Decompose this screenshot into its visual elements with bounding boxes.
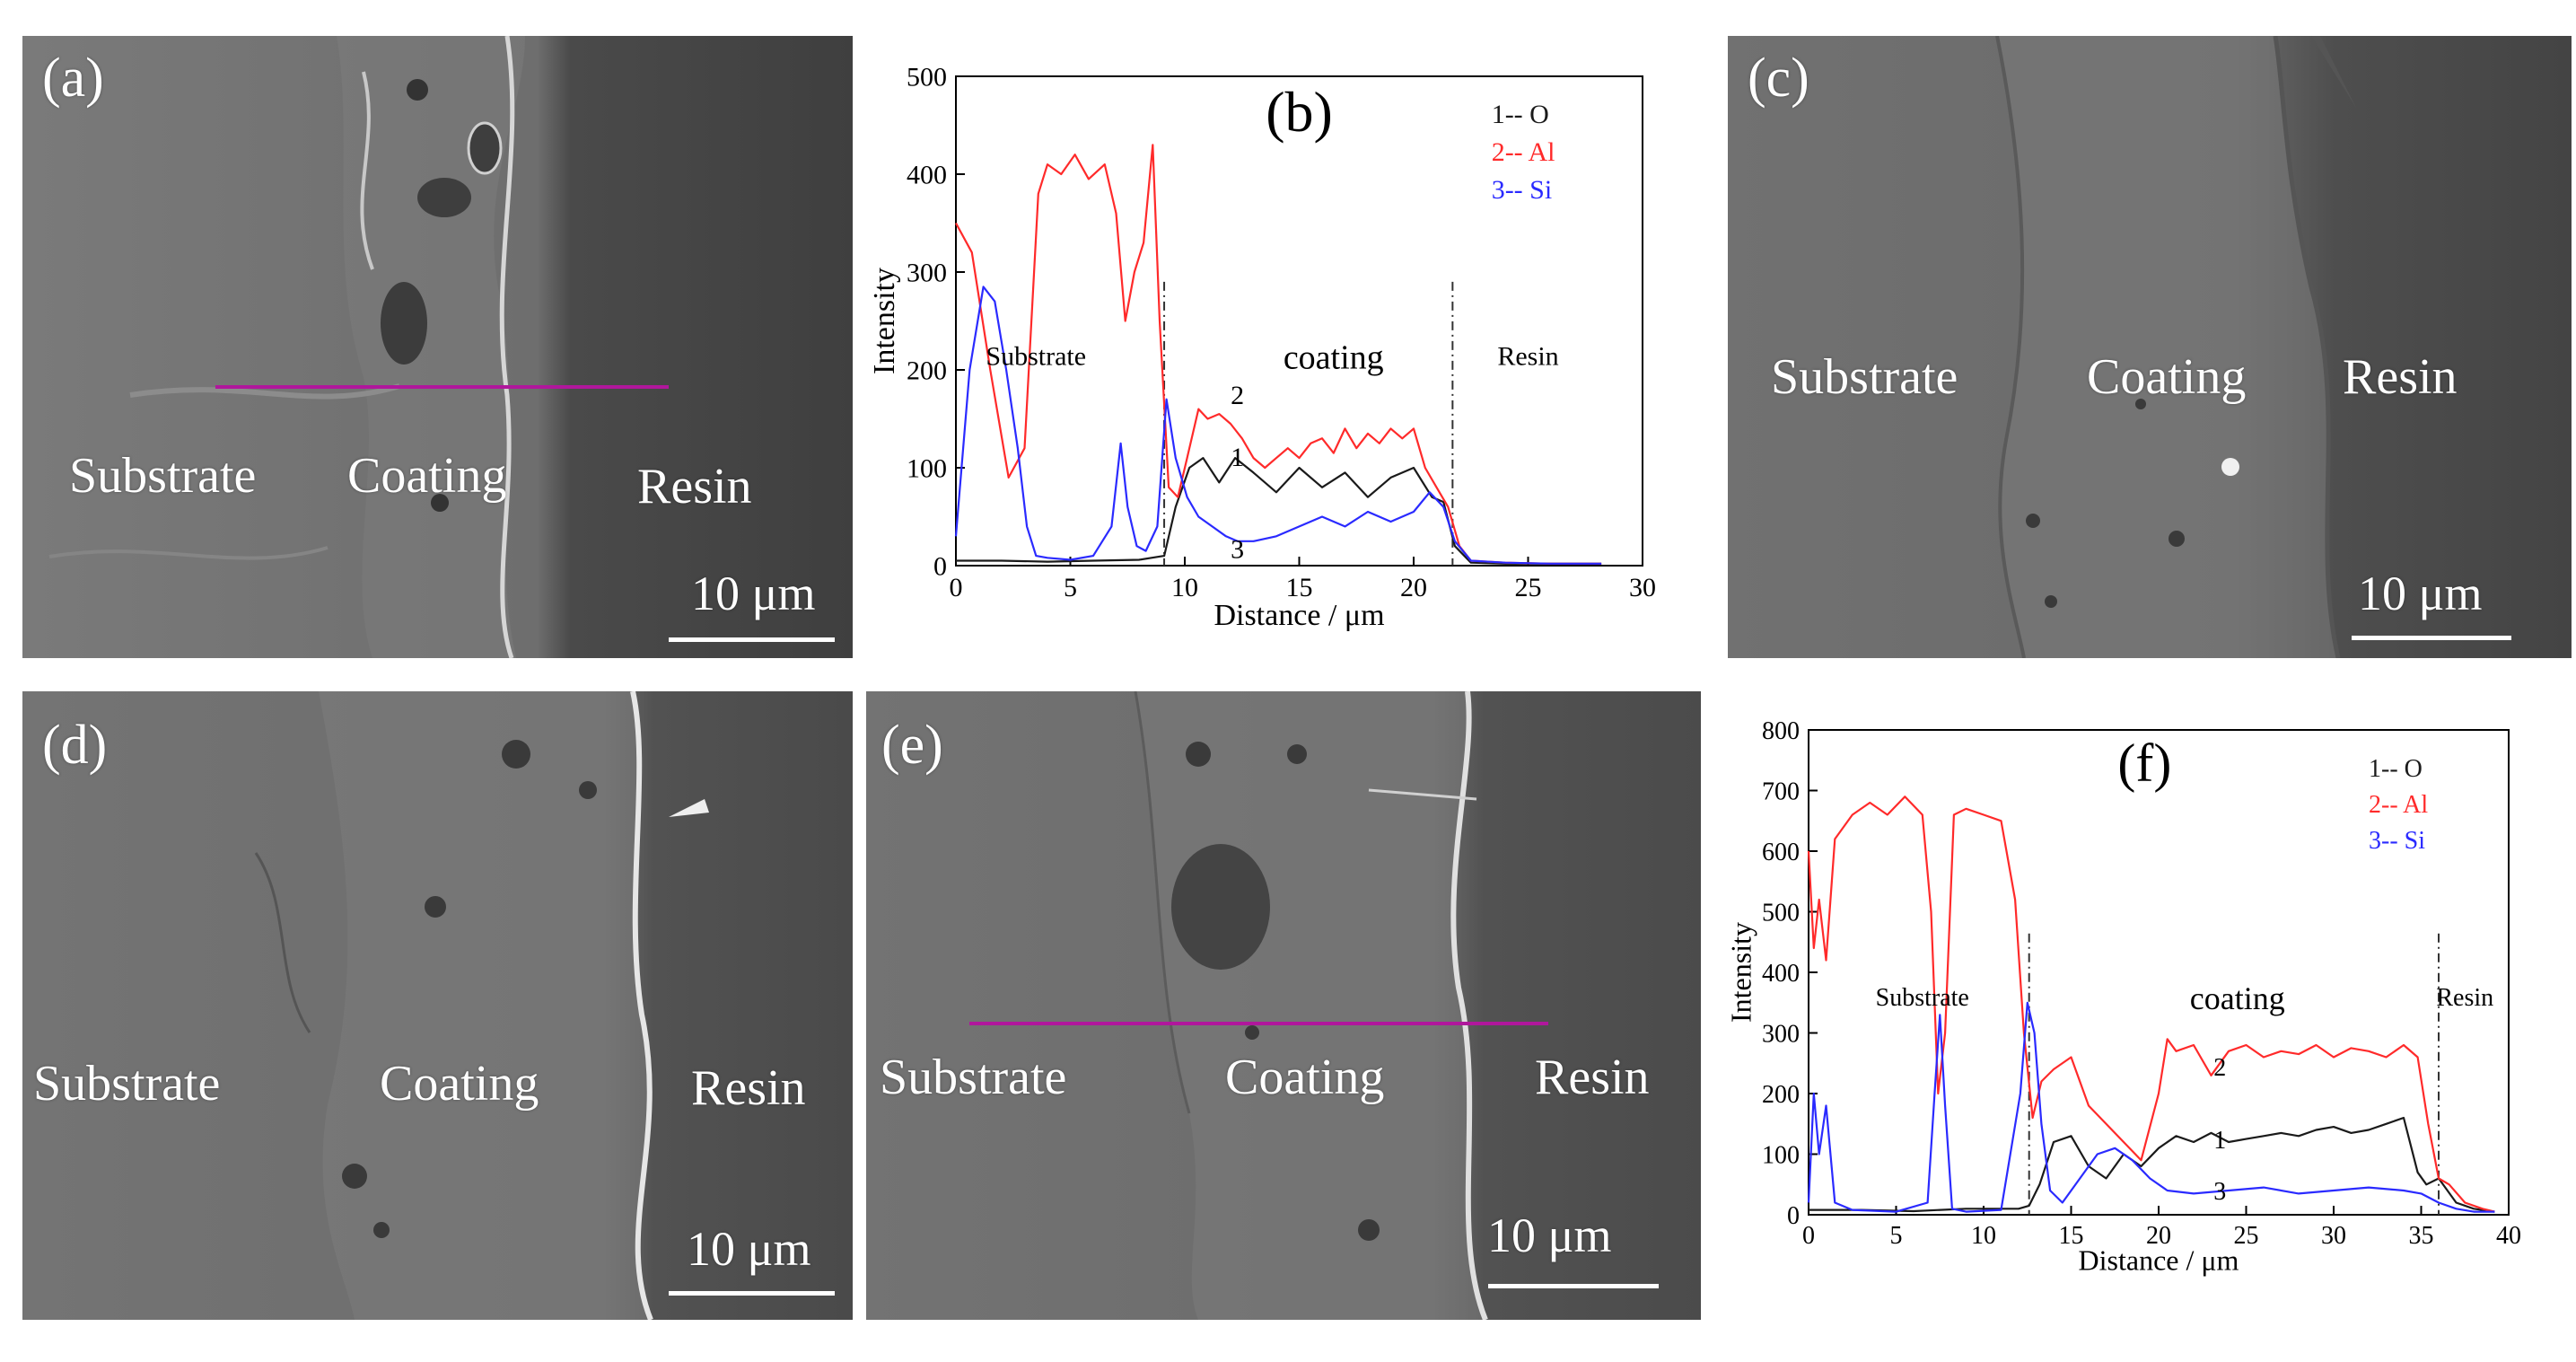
- x-tick-label: 10: [1171, 573, 1198, 602]
- curve-label: 3: [2213, 1178, 2226, 1206]
- region-label-resin: Resin: [2436, 984, 2493, 1012]
- region-label-coating: Coating: [347, 448, 507, 504]
- region-label-resin: Resin: [2343, 349, 2458, 405]
- y-axis-label: Intensity: [1725, 922, 1757, 1023]
- x-axis-label: Distance / μm: [2079, 1244, 2239, 1277]
- region-label-coating: Coating: [380, 1056, 539, 1112]
- curve-label: 3: [1231, 534, 1244, 564]
- y-tick-label: 800: [1762, 717, 1800, 745]
- series-line-Al: [955, 144, 1602, 565]
- legend-entry: 1-- O: [2369, 755, 2423, 783]
- region-label-substrate: Substrate: [1771, 349, 1958, 405]
- series-line-O: [1809, 1116, 2495, 1213]
- x-tick-label: 0: [1802, 1222, 1815, 1250]
- region-label-substrate: Substrate: [1876, 984, 1969, 1012]
- sem-texture-c: [1728, 36, 2572, 658]
- y-tick-label: 0: [933, 552, 947, 582]
- y-tick-label: 700: [1762, 778, 1800, 805]
- x-tick-label: 35: [2409, 1222, 2434, 1250]
- scale-bar: [1488, 1284, 1659, 1288]
- y-tick-label: 300: [907, 259, 947, 288]
- curve-label: 1: [2213, 1127, 2226, 1155]
- y-tick-label: 300: [1762, 1020, 1800, 1048]
- scale-bar-label: 10 μm: [2358, 567, 2483, 620]
- line-chart-f: 0 5 10 15 20 25 30 35 40010020030040050060070080…: [1725, 717, 2521, 1277]
- y-tick-label: 600: [1762, 839, 1800, 866]
- x-tick-label: 5: [1064, 573, 1077, 602]
- line-scan-marker-a: [215, 385, 669, 389]
- scale-bar-label: 10 μm: [1487, 1208, 1612, 1262]
- legend-entry: 1-- O: [1492, 100, 1549, 129]
- region-label-resin: Resin: [1535, 1050, 1650, 1105]
- sem-panel-c: (c) Substrate Coating Resin 10 μm: [1728, 36, 2572, 658]
- x-tick-label: 15: [1286, 573, 1313, 602]
- y-tick-label: 400: [1762, 960, 1800, 988]
- chart-panel-b: 0 5 10 15 20 25 30 0 100 200 300 400 500 Distance / μ…: [853, 49, 1687, 660]
- region-label-substrate: Substrate: [986, 342, 1086, 372]
- y-tick-label: 400: [907, 161, 947, 190]
- x-tick-label: 40: [2496, 1222, 2521, 1250]
- curve-label: 2: [2213, 1054, 2226, 1082]
- region-label-substrate: Substrate: [33, 1056, 221, 1112]
- x-tick-label: 0: [950, 573, 963, 602]
- x-tick-label: 20: [1400, 573, 1427, 602]
- region-label-substrate: Substrate: [880, 1050, 1067, 1105]
- series-line-O: [956, 457, 1602, 565]
- panel-label-e: (e): [881, 715, 943, 776]
- panel-label-d: (d): [42, 715, 108, 776]
- curve-label: 1: [1231, 443, 1244, 472]
- scale-bar: [669, 1291, 835, 1296]
- panel-label-b: (b): [1266, 80, 1333, 144]
- curve-label: 2: [1231, 381, 1244, 410]
- panel-label-c: (c): [1748, 48, 1809, 109]
- legend-entry: 2-- Al: [2369, 791, 2428, 819]
- x-tick-label: 10: [1971, 1222, 1996, 1250]
- scale-bar: [669, 637, 835, 642]
- sem-panel-a: (a) Substrate Coating Resin 10 μm: [22, 36, 853, 658]
- sem-texture-d: [22, 691, 853, 1320]
- legend-entry: 2-- Al: [1492, 137, 1555, 167]
- y-tick-label: 200: [907, 356, 947, 386]
- y-tick-label: 100: [907, 454, 947, 484]
- series-line-Al: [1807, 795, 2495, 1213]
- scale-bar-label: 10 μm: [687, 1222, 811, 1276]
- line-scan-marker-e: [969, 1022, 1548, 1025]
- legend-entry: 3-- Si: [2369, 827, 2425, 855]
- sem-panel-d: (d) Substrate Coating Resin 10 μm: [22, 691, 853, 1320]
- y-axis-label: Intensity: [868, 268, 901, 374]
- panel-label-f: (f): [2117, 734, 2171, 793]
- region-label-resin: Resin: [1497, 342, 1558, 372]
- x-tick-label: 30: [2321, 1222, 2346, 1250]
- scale-bar-label: 10 μm: [691, 567, 816, 620]
- y-tick-label: 500: [907, 63, 947, 92]
- region-label-coating: coating: [1284, 339, 1384, 377]
- y-tick-label: 500: [1762, 899, 1800, 927]
- legend-entry: 3-- Si: [1492, 175, 1553, 205]
- x-tick-label: 15: [2059, 1222, 2084, 1250]
- x-tick-label: 30: [1629, 573, 1656, 602]
- y-tick-label: 0: [1787, 1202, 1800, 1230]
- chart-panel-f: 0 5 10 15 20 25 30 35 40 0 100 200 300 400 500 600 700 80…: [1710, 705, 2572, 1333]
- region-label-coating: Coating: [1225, 1050, 1385, 1105]
- y-tick-label: 100: [1762, 1141, 1800, 1169]
- region-label-substrate: Substrate: [69, 448, 257, 504]
- y-tick-label: 200: [1762, 1081, 1800, 1109]
- x-axis-label: Distance / μm: [1214, 599, 1384, 632]
- region-label-coating: Coating: [2087, 349, 2247, 405]
- region-label-resin: Resin: [691, 1060, 806, 1116]
- series-line-Si: [1807, 1001, 2495, 1213]
- x-tick-label: 20: [2146, 1222, 2171, 1250]
- panel-label-a: (a): [42, 48, 104, 109]
- region-label-coating: coating: [2190, 980, 2285, 1016]
- scale-bar: [2352, 636, 2511, 640]
- sem-texture-e: [866, 691, 1701, 1320]
- x-tick-label: 25: [2234, 1222, 2259, 1250]
- sem-panel-e: (e) Substrate Coating Resin 10 μm: [866, 691, 1701, 1320]
- series-line-Si: [954, 286, 1602, 565]
- x-tick-label: 5: [1890, 1222, 1903, 1250]
- x-tick-label: 25: [1515, 573, 1542, 602]
- region-label-resin: Resin: [637, 459, 752, 514]
